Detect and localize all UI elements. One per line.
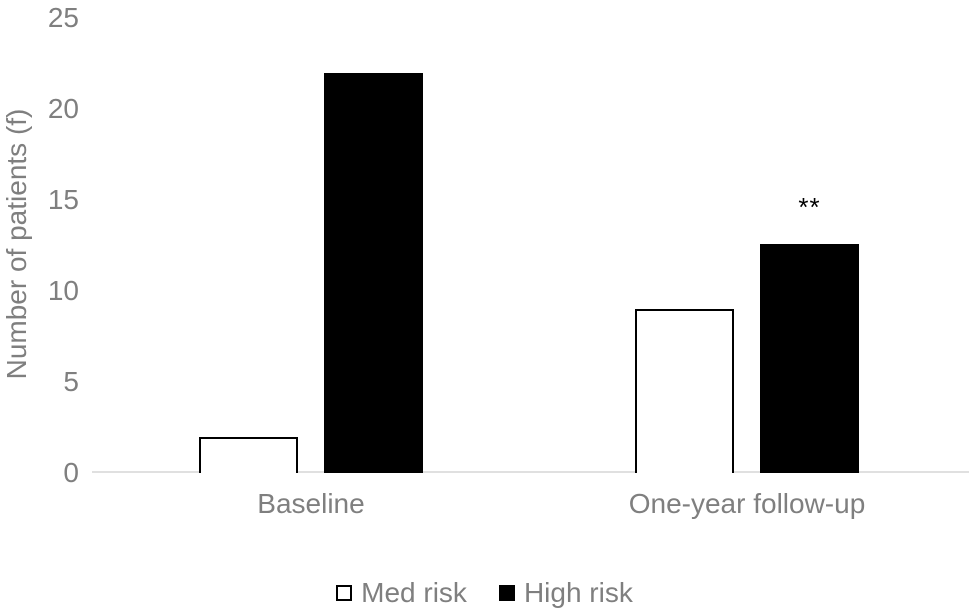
y-axis-tick-label: 5 xyxy=(63,366,79,397)
y-axis-tick-label: 20 xyxy=(47,93,79,124)
x-axis-category-label: One-year follow-up xyxy=(628,488,866,519)
y-axis-tick-label: 25 xyxy=(47,2,79,33)
legend-item-med-risk: Med risk xyxy=(336,577,467,609)
bar-high-risk xyxy=(324,73,423,473)
bar-med-risk xyxy=(635,309,734,473)
y-axis-tick-label: 10 xyxy=(47,275,79,306)
bar-med-risk xyxy=(199,437,298,473)
y-axis-tick-label: 15 xyxy=(47,184,79,215)
y-axis-tick-label: 0 xyxy=(63,457,79,488)
legend: Med risk High risk xyxy=(0,576,969,609)
legend-item-high-risk: High risk xyxy=(498,577,633,609)
significance-annotation: ** xyxy=(798,191,821,222)
legend-swatch-icon xyxy=(336,585,353,601)
legend-label: Med risk xyxy=(361,577,467,608)
legend-swatch-icon xyxy=(498,585,515,601)
bar-high-risk xyxy=(760,244,859,473)
x-axis-category-label: Baseline xyxy=(257,488,365,519)
legend-label: High risk xyxy=(523,577,633,608)
x-axis-line xyxy=(92,471,969,473)
